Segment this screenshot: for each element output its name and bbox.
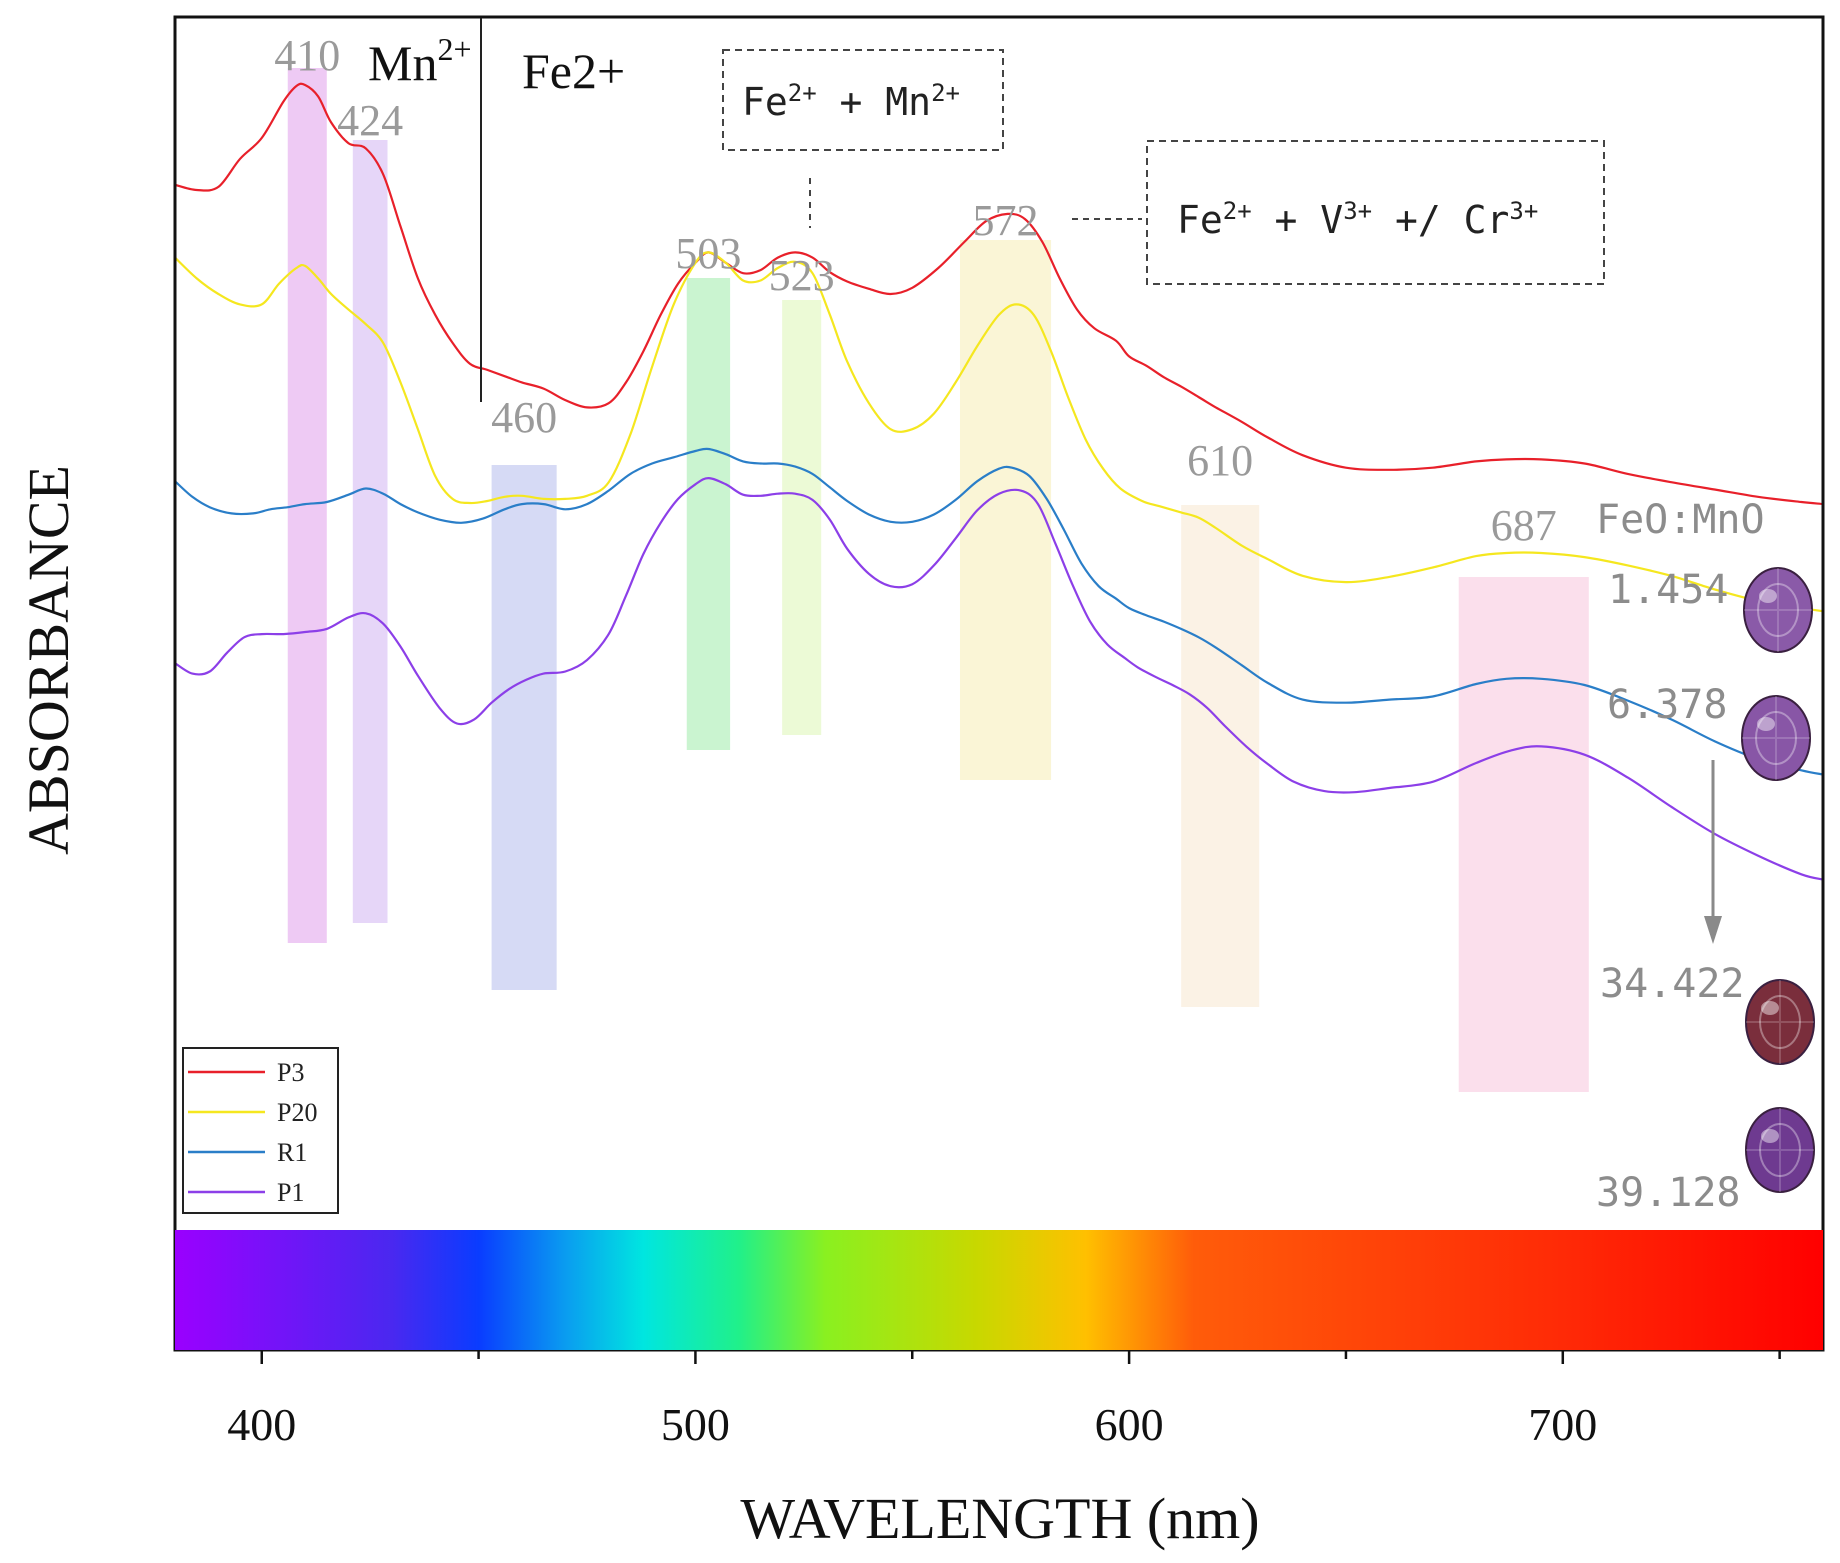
ratio-r1: 34.422 xyxy=(1600,961,1745,1007)
gemstone-2 xyxy=(1741,695,1811,781)
legend: P3 P20 R1 P1 xyxy=(182,1047,339,1214)
peak-label-610: 610 xyxy=(1187,436,1253,485)
series-line-p20 xyxy=(174,251,1824,613)
ratio-p3: 1.454 xyxy=(1608,567,1728,613)
series-line-r1 xyxy=(174,447,1824,776)
fe-v-cr-annotation-text: Fe2+ + V3+ +/ Cr3+ xyxy=(1177,197,1538,242)
legend-box xyxy=(182,1047,339,1214)
series-line-p3 xyxy=(174,82,1824,506)
x-axis-ticks: 400 500 600 700 xyxy=(227,1350,1781,1450)
peak-bands xyxy=(287,68,1589,1092)
peak-label-687: 687 xyxy=(1491,501,1557,550)
peak-label-410: 410 xyxy=(274,31,340,80)
x-tick-label-600: 600 xyxy=(1095,1399,1164,1450)
ratio-p1: 39.128 xyxy=(1596,1170,1741,1216)
peak-label-523: 523 xyxy=(769,251,835,300)
spectrum-lines xyxy=(174,82,1824,881)
legend-label-p1: P1 xyxy=(277,1178,304,1207)
ratio-p20: 6.378 xyxy=(1607,682,1727,728)
peak-label-424: 424 xyxy=(337,96,403,145)
peak-band-610 xyxy=(1181,505,1260,1007)
series-line-p1 xyxy=(174,476,1824,881)
x-tick-label-400: 400 xyxy=(227,1399,296,1450)
fe-mn-annotation-text: Fe2+ + Mn2+ xyxy=(742,79,960,124)
peak-band-424 xyxy=(352,140,388,923)
gemstone-3 xyxy=(1745,979,1815,1065)
y-axis-label: ABSORBANCE xyxy=(16,465,81,855)
fe-mn-annotation-box xyxy=(722,49,1004,151)
fe2-annotation: Fe2+ xyxy=(522,43,625,99)
trend-arrow-head xyxy=(1704,916,1722,944)
fe-v-cr-annotation-box xyxy=(1146,140,1605,285)
gemstone-4 xyxy=(1745,1107,1815,1193)
peak-band-460 xyxy=(491,465,557,990)
legend-label-r1: R1 xyxy=(277,1138,307,1167)
gemstone-images xyxy=(1741,567,1815,1193)
ratio-header: FeO:MnO xyxy=(1596,497,1765,543)
visible-spectrum-bar xyxy=(175,1230,1823,1350)
peak-label-503: 503 xyxy=(675,229,741,278)
legend-label-p20: P20 xyxy=(277,1098,317,1127)
peak-band-523 xyxy=(782,300,822,735)
legend-label-p3: P3 xyxy=(277,1058,304,1087)
x-axis-label: WAVELENGTH (nm) xyxy=(740,1486,1259,1551)
x-tick-label-500: 500 xyxy=(661,1399,730,1450)
peak-band-572 xyxy=(959,240,1052,780)
peak-band-503 xyxy=(686,278,731,750)
peak-label-572: 572 xyxy=(973,196,1039,245)
peak-label-460: 460 xyxy=(491,393,557,442)
peak-band-687 xyxy=(1458,577,1589,1092)
gemstone-1 xyxy=(1743,567,1813,653)
mn2-annotation: Mn2+ xyxy=(368,31,472,91)
x-tick-label-700: 700 xyxy=(1528,1399,1597,1450)
peak-labels: 410 424 460 503 523 572 610 687 xyxy=(274,31,1556,550)
